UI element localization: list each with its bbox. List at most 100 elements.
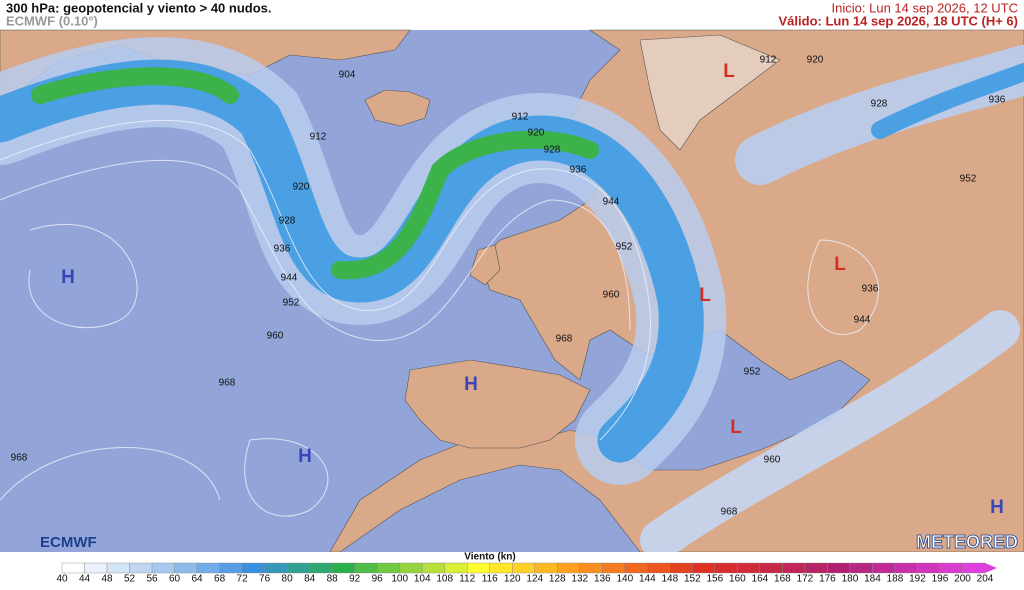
colorbar-cell (714, 562, 738, 574)
colorbar-cell (827, 562, 851, 574)
contour-label: 904 (339, 70, 356, 81)
contour-label: 928 (279, 216, 296, 227)
contour-label: 968 (219, 378, 236, 389)
colorbar-tick-label: 116 (482, 574, 498, 585)
colorbar-tick-label: 136 (594, 574, 611, 585)
colorbar-cell (782, 562, 806, 574)
colorbar-tick-label: 172 (797, 574, 814, 585)
colorbar-cell (849, 562, 873, 574)
colorbar-tick-label: 168 (774, 574, 791, 585)
colorbar-tick-label: 104 (414, 574, 431, 585)
colorbar-tick-label: 72 (237, 574, 249, 585)
colorbar-tick-label: 40 (56, 574, 68, 585)
colorbar-tick-label: 44 (79, 574, 91, 585)
colorbar-cell (489, 562, 513, 574)
colorbar-cell (106, 562, 130, 574)
contour-label: 968 (556, 334, 573, 345)
contour-label: 944 (281, 273, 298, 284)
colorbar-tick-label: 68 (214, 574, 226, 585)
colorbar-cell (376, 562, 400, 574)
pressure-center: L (834, 254, 846, 275)
legend-title: Viento (kn) (464, 552, 515, 563)
colorbar-cell (534, 562, 558, 574)
model-label: ECMWF (0.10°) (6, 13, 98, 28)
colorbar-tick-label: 176 (819, 574, 836, 585)
colorbar-tick-label: 180 (842, 574, 859, 585)
colorbar-arrow (985, 563, 997, 573)
colorbar-cell (129, 562, 153, 574)
colorbar-cell (512, 562, 535, 574)
colorbar-tick-label: 84 (304, 574, 316, 585)
colorbar-tick-label: 200 (954, 574, 971, 585)
colorbar-tick-label: 152 (684, 574, 701, 585)
pressure-center: L (699, 285, 711, 306)
contour-label: 920 (528, 128, 545, 139)
pressure-center: L (730, 417, 742, 438)
map-title: 300 hPa: geopotencial y viento > 40 nudo… (6, 0, 272, 15)
contour-label: 920 (293, 182, 310, 193)
colorbar-tick-label: 160 (729, 574, 746, 585)
colorbar-cell (759, 562, 783, 574)
colorbar-cell (241, 562, 265, 574)
pressure-center: H (464, 374, 478, 395)
colorbar-cell (196, 562, 220, 574)
colorbar-tick-label: 148 (661, 574, 678, 585)
colorbar-tick-label: 132 (571, 574, 588, 585)
contour-label: 936 (989, 95, 1006, 106)
colorbar-cell (309, 562, 333, 574)
pressure-center: L (723, 61, 735, 82)
colorbar-tick-label: 120 (504, 574, 521, 585)
colorbar-tick-label: 56 (146, 574, 158, 585)
contour-label: 912 (760, 55, 777, 66)
colorbar-tick-label: 60 (169, 574, 181, 585)
colorbar-tick-label: 96 (372, 574, 384, 585)
colorbar-cell (917, 562, 941, 574)
colorbar-cell (61, 562, 85, 574)
contour-label: 960 (267, 331, 284, 342)
colorbar-cell (804, 562, 828, 574)
meteored-logo: METEORED (916, 532, 1018, 552)
contour-label: 936 (274, 244, 291, 255)
contour-label: 936 (570, 165, 587, 176)
contour-label: 928 (871, 99, 888, 110)
colorbar-cell (84, 562, 108, 574)
pressure-center: H (298, 446, 312, 467)
contours (0, 119, 879, 517)
colorbar-tick-label: 156 (707, 574, 724, 585)
colorbar-tick-label: 64 (192, 574, 204, 585)
contour-label: 952 (960, 174, 977, 185)
contour-label: 968 (11, 453, 28, 464)
colorbar-tick-label: 92 (349, 574, 361, 585)
colorbar-cell (354, 562, 378, 574)
colorbar-cell (174, 562, 198, 574)
colorbar-tick-label: 76 (259, 574, 271, 585)
jet-stream (0, 37, 1024, 560)
pressure-center: H (990, 497, 1004, 518)
colorbar-cell (692, 562, 716, 574)
colorbar-cell (624, 562, 648, 574)
colorbar-cell (647, 562, 671, 574)
colorbar-cell (219, 562, 243, 574)
colorbar-tick-label: 124 (526, 574, 543, 585)
colorbar-tick-label: 196 (932, 574, 949, 585)
colorbar-cell (557, 562, 580, 574)
contour-label: 968 (721, 507, 738, 518)
colorbar-tick-label: 108 (436, 574, 453, 585)
colorbar-tick-label: 100 (391, 574, 408, 585)
colorbar-cell (331, 562, 355, 574)
colorbar-tick-label: 204 (977, 574, 994, 585)
colorbar-cell (939, 562, 963, 574)
colorbar-cell (872, 562, 896, 574)
contour-label: 952 (616, 242, 633, 253)
contour-label: 912 (310, 132, 327, 143)
colorbar-cell (579, 562, 603, 574)
contour-label: 920 (807, 55, 824, 66)
ecmwf-logo: ECMWF (40, 534, 97, 551)
colorbar-cell (669, 562, 693, 574)
colorbar-cell (467, 562, 490, 574)
colorbar-cell (421, 562, 445, 574)
colorbar-tick-label: 80 (282, 574, 294, 585)
contour-label: 936 (862, 284, 879, 295)
